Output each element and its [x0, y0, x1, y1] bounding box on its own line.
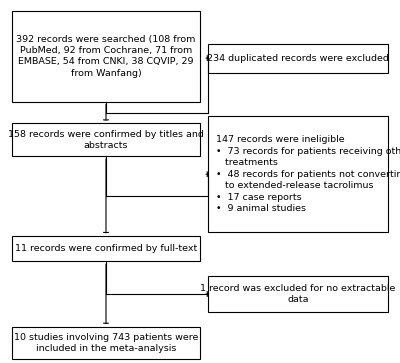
FancyBboxPatch shape — [208, 276, 388, 312]
Text: 234 duplicated records were excluded: 234 duplicated records were excluded — [207, 54, 389, 62]
Text: 158 records were confirmed by titles and
abstracts: 158 records were confirmed by titles and… — [8, 130, 204, 150]
Text: 10 studies involving 743 patients were
included in the meta-analysis: 10 studies involving 743 patients were i… — [14, 333, 198, 353]
FancyBboxPatch shape — [12, 11, 200, 102]
Text: 147 records were ineligible
•  73 records for patients receiving other
   treatm: 147 records were ineligible • 73 records… — [216, 135, 400, 213]
FancyBboxPatch shape — [12, 327, 200, 359]
FancyBboxPatch shape — [208, 116, 388, 232]
FancyBboxPatch shape — [12, 123, 200, 156]
Text: 392 records were searched (108 from
PubMed, 92 from Cochrane, 71 from
EMBASE, 54: 392 records were searched (108 from PubM… — [16, 34, 196, 78]
FancyBboxPatch shape — [12, 236, 200, 261]
FancyBboxPatch shape — [208, 44, 388, 73]
Text: 1 record was excluded for no extractable
data: 1 record was excluded for no extractable… — [200, 284, 396, 304]
Text: 11 records were confirmed by full-text: 11 records were confirmed by full-text — [15, 244, 197, 253]
